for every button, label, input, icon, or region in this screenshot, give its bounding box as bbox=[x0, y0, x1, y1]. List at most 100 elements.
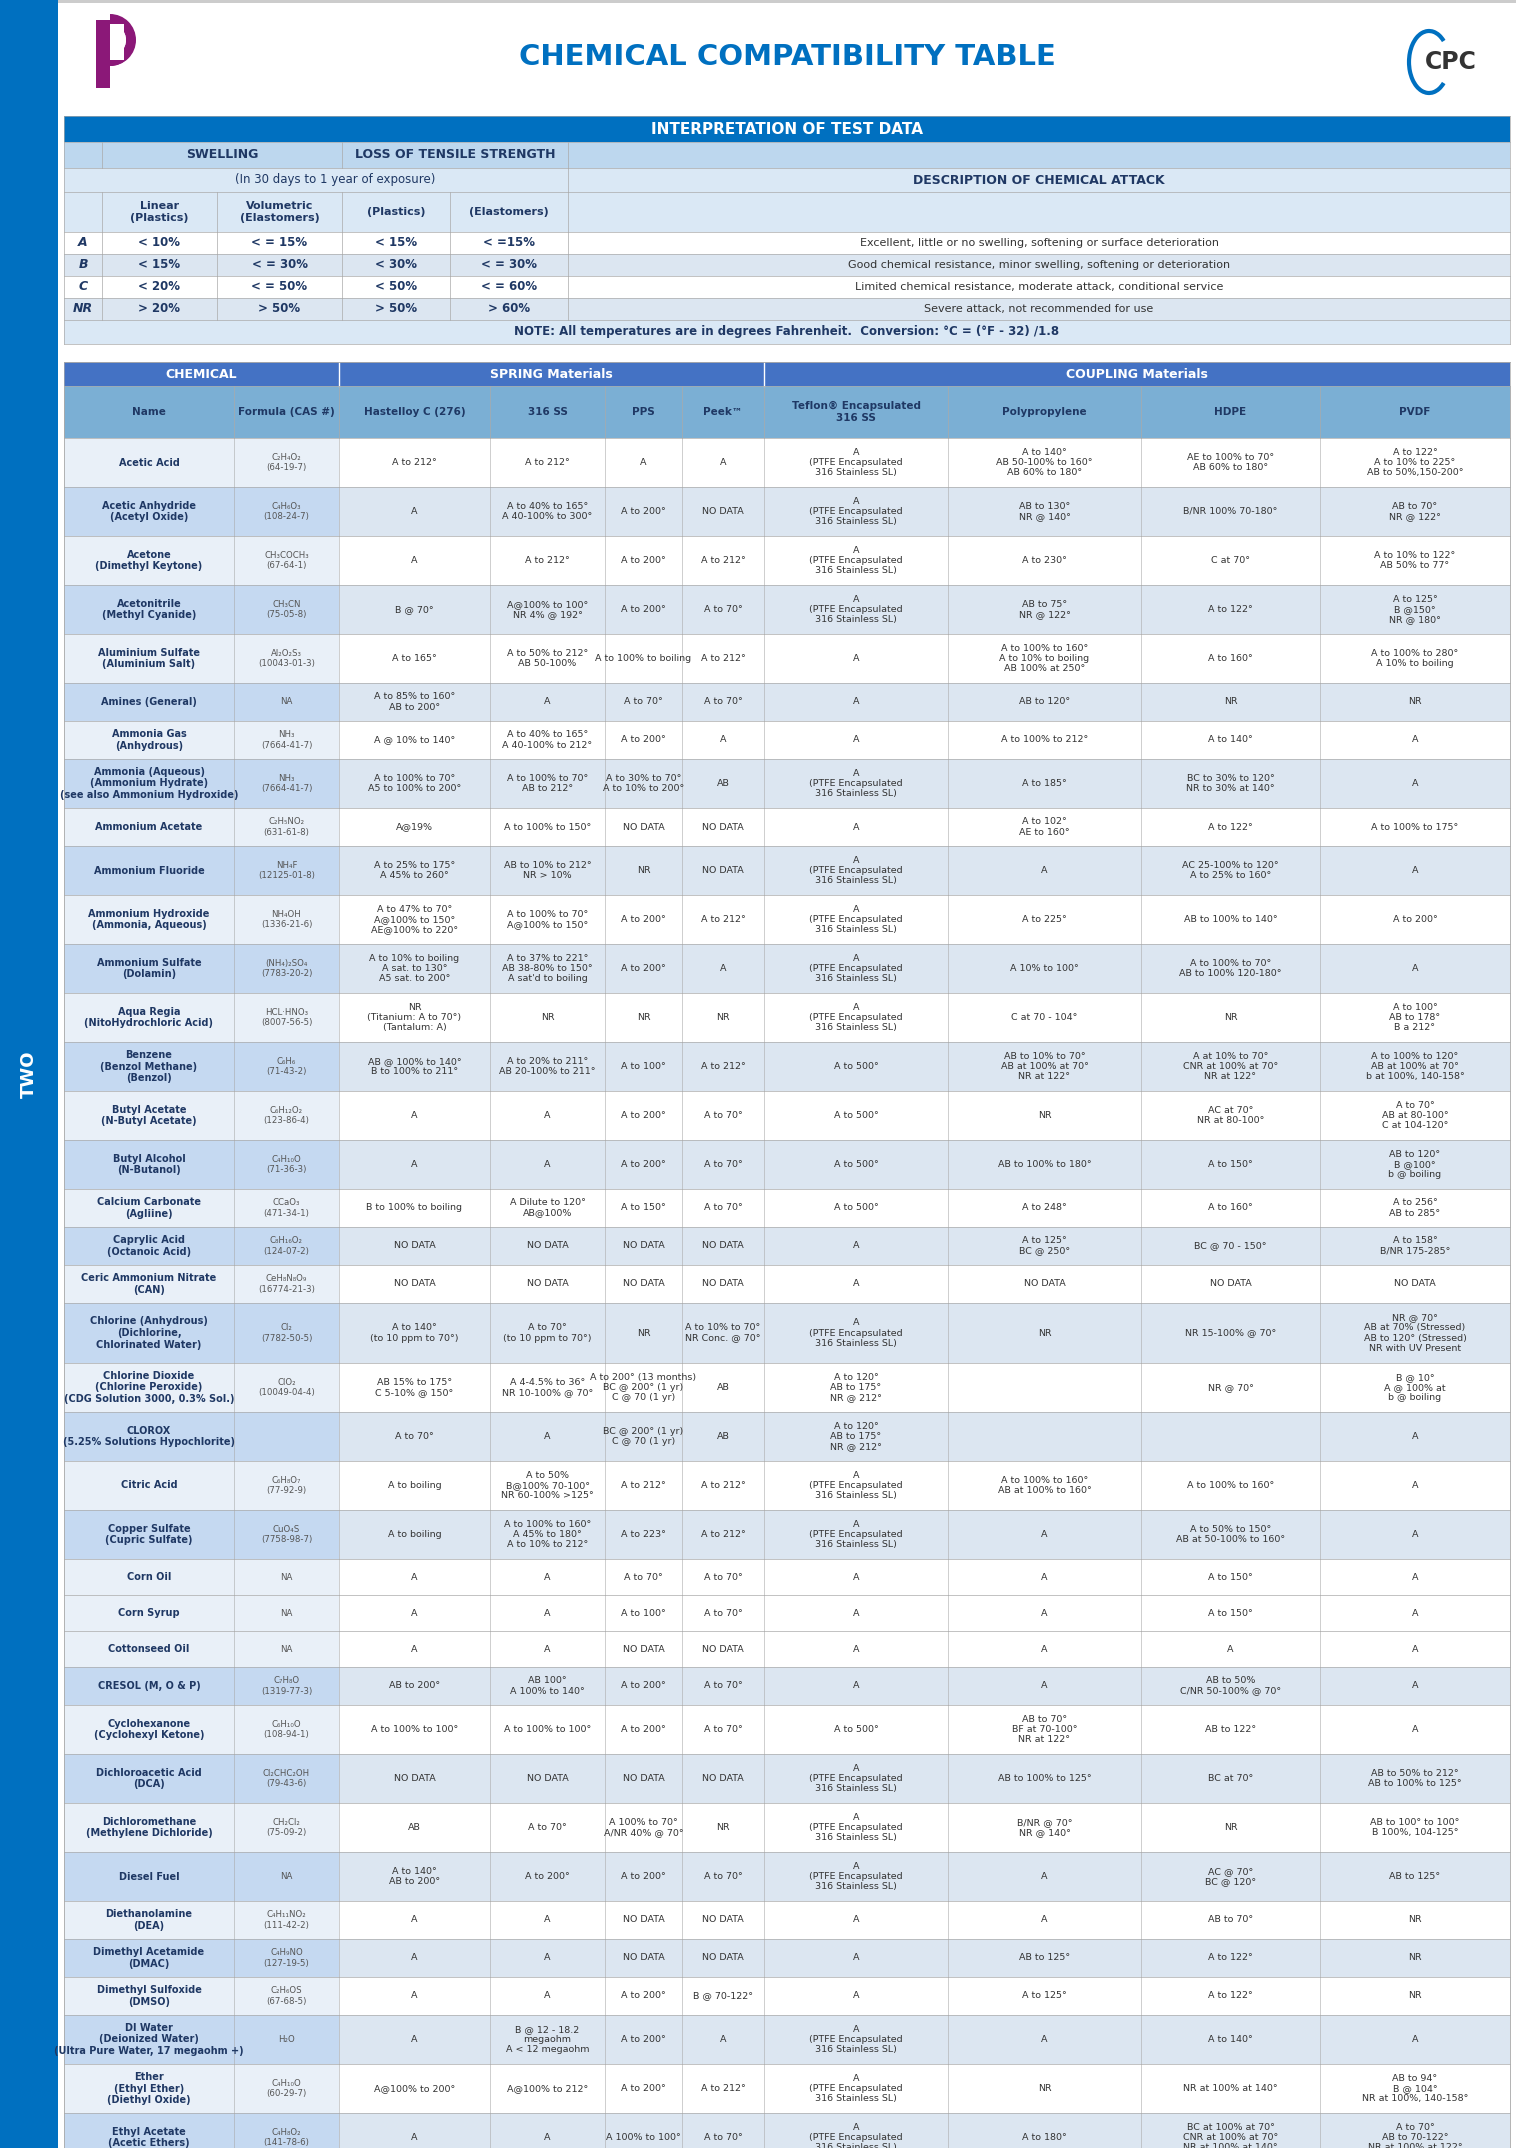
Text: < = 60%: < = 60% bbox=[481, 281, 537, 294]
Bar bbox=[64, 1042, 1510, 1091]
Text: Caprylic Acid
(Octanoic Acid): Caprylic Acid (Octanoic Acid) bbox=[108, 1235, 191, 1257]
Text: PVDF: PVDF bbox=[1399, 406, 1431, 417]
Text: A to 185°: A to 185° bbox=[1022, 780, 1067, 788]
Text: A: A bbox=[852, 1242, 860, 1250]
Text: Diesel Fuel: Diesel Fuel bbox=[118, 1871, 179, 1882]
Text: A
(PTFE Encapsulated
316 Stainless SL): A (PTFE Encapsulated 316 Stainless SL) bbox=[810, 1813, 904, 1843]
Bar bbox=[64, 168, 1510, 191]
Text: Ammonium Acetate: Ammonium Acetate bbox=[96, 823, 203, 831]
Text: BC at 100% at 70°
CNR at 100% at 70°
NR at 100% at 140°: BC at 100% at 70° CNR at 100% at 70° NR … bbox=[1182, 2122, 1278, 2148]
Text: > 20%: > 20% bbox=[138, 303, 180, 316]
Text: A to 122°: A to 122° bbox=[1208, 1991, 1252, 2000]
Text: CCaO₃
(471-34-1): CCaO₃ (471-34-1) bbox=[264, 1199, 309, 1218]
Text: A: A bbox=[1411, 1433, 1419, 1441]
Text: A: A bbox=[79, 236, 88, 249]
Text: A: A bbox=[411, 1609, 418, 1617]
Bar bbox=[64, 1596, 1510, 1630]
Text: A to 500°: A to 500° bbox=[834, 1725, 878, 1733]
Text: Butyl Acetate
(N-Butyl Acetate): Butyl Acetate (N-Butyl Acetate) bbox=[102, 1104, 197, 1126]
Text: A to 200°: A to 200° bbox=[622, 1873, 666, 1882]
Text: Ammonium Hydroxide
(Ammonia, Aqueous): Ammonium Hydroxide (Ammonia, Aqueous) bbox=[88, 909, 209, 930]
Text: AB to 10% to 212°
NR > 10%: AB to 10% to 212° NR > 10% bbox=[503, 861, 591, 881]
Text: ClO₂
(10049-04-4): ClO₂ (10049-04-4) bbox=[258, 1379, 315, 1396]
Bar bbox=[64, 1596, 340, 1630]
Text: A to 10% to 122°
AB 50% to 77°: A to 10% to 122° AB 50% to 77° bbox=[1375, 552, 1455, 569]
Text: A
(PTFE Encapsulated
316 Stainless SL): A (PTFE Encapsulated 316 Stainless SL) bbox=[810, 546, 904, 576]
Bar bbox=[64, 1461, 1510, 1510]
Text: A to 100% to 160°
AB at 100% to 160°: A to 100% to 160° AB at 100% to 160° bbox=[998, 1476, 1092, 1495]
Text: A to 200°: A to 200° bbox=[622, 556, 666, 565]
Text: NR
(Titanium: A to 70°)
(Tantalum: A): NR (Titanium: A to 70°) (Tantalum: A) bbox=[367, 1003, 461, 1031]
Text: A to 100°: A to 100° bbox=[622, 1609, 666, 1617]
Text: A to 200°: A to 200° bbox=[622, 915, 666, 924]
Text: CH₂Cl₂
(75-09-2): CH₂Cl₂ (75-09-2) bbox=[267, 1817, 306, 1837]
Text: A to 70°: A to 70° bbox=[625, 698, 662, 707]
Text: NO DATA: NO DATA bbox=[623, 1280, 664, 1289]
Text: Copper Sulfate
(Cupric Sulfate): Copper Sulfate (Cupric Sulfate) bbox=[105, 1523, 193, 1544]
Text: A to 70°: A to 70° bbox=[703, 1873, 743, 1882]
Text: A to 100% to 70°
AB to 100% 120-180°: A to 100% to 70° AB to 100% 120-180° bbox=[1179, 958, 1281, 977]
Text: < 50%: < 50% bbox=[374, 281, 417, 294]
Text: < = 30%: < = 30% bbox=[481, 258, 537, 271]
Text: A to 70°
(to 10 ppm to 70°): A to 70° (to 10 ppm to 70°) bbox=[503, 1323, 591, 1342]
Text: A to 212°: A to 212° bbox=[700, 653, 746, 664]
Text: BC @ 200° (1 yr)
C @ 70 (1 yr): BC @ 200° (1 yr) C @ 70 (1 yr) bbox=[603, 1426, 684, 1446]
Text: Formula (CAS #): Formula (CAS #) bbox=[238, 406, 335, 417]
Text: A: A bbox=[852, 1280, 860, 1289]
Text: AB: AB bbox=[717, 1383, 729, 1392]
Text: Aluminium Sulfate
(Aluminium Salt): Aluminium Sulfate (Aluminium Salt) bbox=[99, 649, 200, 670]
Bar bbox=[64, 1802, 340, 1852]
Text: A
(PTFE Encapsulated
316 Stainless SL): A (PTFE Encapsulated 316 Stainless SL) bbox=[810, 1764, 904, 1794]
Text: < 15%: < 15% bbox=[374, 236, 417, 249]
Text: A: A bbox=[1411, 1645, 1419, 1654]
Text: AB: AB bbox=[717, 780, 729, 788]
Text: A to 150°: A to 150° bbox=[1208, 1572, 1252, 1581]
Text: A: A bbox=[1041, 1609, 1048, 1617]
Text: A: A bbox=[720, 964, 726, 973]
Text: A to 212°: A to 212° bbox=[700, 1061, 746, 1072]
Bar bbox=[64, 1141, 340, 1190]
Text: AB to 100° to 100°
B 100%, 104-125°: AB to 100° to 100° B 100%, 104-125° bbox=[1370, 1817, 1460, 1837]
Text: Chlorine (Anhydrous)
(Dichlorine,
Chlorinated Water): Chlorine (Anhydrous) (Dichlorine, Chlori… bbox=[89, 1317, 208, 1349]
Text: A to 20% to 211°
AB 20-100% to 211°: A to 20% to 211° AB 20-100% to 211° bbox=[499, 1057, 596, 1076]
Text: NR: NR bbox=[1408, 698, 1422, 707]
Text: A: A bbox=[1411, 866, 1419, 874]
Text: < 15%: < 15% bbox=[138, 258, 180, 271]
Text: A to 140°: A to 140° bbox=[1208, 735, 1252, 745]
Text: A to 70°
AB to 70-122°
NR at 100% at 122°: A to 70° AB to 70-122° NR at 100% at 122… bbox=[1367, 2122, 1463, 2148]
Text: A: A bbox=[852, 1645, 860, 1654]
Bar bbox=[64, 1559, 1510, 1596]
Text: C₄H₁₀O
(60-29-7): C₄H₁₀O (60-29-7) bbox=[267, 2079, 306, 2099]
Text: A: A bbox=[1041, 1682, 1048, 1690]
Text: A: A bbox=[544, 1160, 550, 1169]
Text: A: A bbox=[1411, 1480, 1419, 1491]
Text: NR: NR bbox=[1037, 2084, 1051, 2092]
Text: Diethanolamine
(DEA): Diethanolamine (DEA) bbox=[106, 1910, 193, 1931]
Text: NR @ 70°: NR @ 70° bbox=[1208, 1383, 1254, 1392]
Bar bbox=[64, 1091, 340, 1141]
Text: A: A bbox=[544, 1645, 550, 1654]
Text: A: A bbox=[1041, 1645, 1048, 1654]
Text: A to 40% to 165°
A 40-100% to 212°: A to 40% to 165° A 40-100% to 212° bbox=[502, 730, 593, 750]
Text: A: A bbox=[1411, 964, 1419, 973]
Bar bbox=[64, 299, 1510, 320]
Bar bbox=[64, 2064, 1510, 2114]
Text: LOSS OF TENSILE STRENGTH: LOSS OF TENSILE STRENGTH bbox=[355, 148, 555, 161]
Text: A to 200°: A to 200° bbox=[622, 2034, 666, 2045]
Text: A to 47% to 70°
A@100% to 150°
AE@100% to 220°: A to 47% to 70° A@100% to 150° AE@100% t… bbox=[371, 904, 458, 934]
Bar bbox=[111, 24, 124, 60]
Text: A 100% to 100°: A 100% to 100° bbox=[606, 2133, 681, 2142]
Text: A: A bbox=[1411, 1682, 1419, 1690]
Text: A: A bbox=[411, 1572, 418, 1581]
Text: Amines (General): Amines (General) bbox=[102, 696, 197, 707]
Text: A to 100% to 212°: A to 100% to 212° bbox=[1001, 735, 1088, 745]
Text: BC at 70°: BC at 70° bbox=[1208, 1774, 1254, 1783]
Text: AC @ 70°
BC @ 120°: AC @ 70° BC @ 120° bbox=[1205, 1867, 1257, 1886]
Text: Ammonia (Aqueous)
(Ammonium Hydrate)
(see also Ammonium Hydroxide): Ammonia (Aqueous) (Ammonium Hydrate) (se… bbox=[59, 767, 238, 799]
Text: A
(PTFE Encapsulated
316 Stainless SL): A (PTFE Encapsulated 316 Stainless SL) bbox=[810, 2122, 904, 2148]
Text: A to 100% to 120°
AB at 100% at 70°
b at 100%, 140-158°: A to 100% to 120° AB at 100% at 70° b at… bbox=[1366, 1053, 1464, 1080]
Text: A: A bbox=[1228, 1645, 1234, 1654]
Text: A to 25% to 175°
A 45% to 260°: A to 25% to 175° A 45% to 260° bbox=[374, 861, 455, 881]
Bar bbox=[0, 0, 58, 2148]
Bar bbox=[64, 1141, 1510, 1190]
